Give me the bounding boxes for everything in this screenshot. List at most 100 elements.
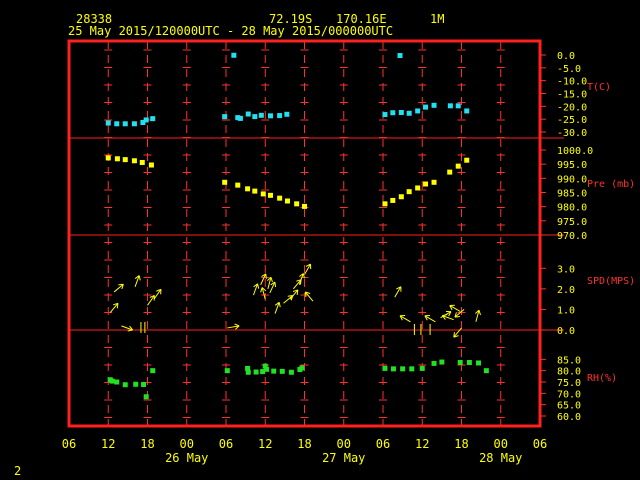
temperature-point — [423, 104, 429, 110]
plot-frame — [67, 39, 542, 428]
wind-arrowhead — [261, 287, 267, 292]
y-tick-label: 0.0 — [557, 326, 575, 337]
wind-arrowhead — [274, 301, 280, 306]
wind-arrowhead — [149, 295, 155, 298]
latitude: 72.19S — [269, 12, 313, 26]
y-tick-label: 85.0 — [557, 355, 581, 366]
temperature-point — [464, 108, 470, 114]
y-tick-label: -5.0 — [557, 64, 581, 75]
y-tick-label: 80.0 — [557, 367, 581, 378]
time-period: 25 May 2015/120000UTC - 28 May 2015/0000… — [68, 24, 394, 38]
y-tick-label: 985.0 — [557, 189, 587, 200]
temperature-point — [114, 121, 120, 127]
y-tick-label: 75.0 — [557, 378, 581, 389]
humidity-point — [122, 382, 128, 388]
pressure-point — [398, 194, 404, 200]
x-tick-label: 12 — [415, 437, 429, 451]
wind-vector — [424, 315, 436, 323]
x-tick-label: 18 — [454, 437, 468, 451]
temperature-point — [237, 115, 243, 121]
wind-arrowhead — [134, 275, 140, 279]
pressure-point — [122, 157, 128, 163]
y-tick-label: -30.0 — [557, 128, 587, 139]
wind-vector — [267, 277, 272, 289]
temperature-point — [455, 103, 461, 109]
panel-label-wind: SPD(MPS) — [587, 276, 635, 287]
wind-arrowhead — [296, 279, 302, 282]
station-id: 28338 — [76, 12, 113, 26]
humidity-point — [262, 363, 268, 369]
temperature-point — [140, 120, 146, 126]
wind-vector — [269, 281, 276, 294]
wind-vector — [153, 289, 162, 300]
temperature-point — [143, 117, 149, 123]
wind-arrowhead — [261, 273, 267, 277]
wind-arrowhead — [156, 288, 162, 292]
temperature-point — [252, 114, 258, 120]
x-tick-label: 00 — [337, 437, 351, 451]
temperature-point — [131, 121, 137, 127]
humidity-point — [253, 369, 259, 375]
humidity-point — [431, 360, 437, 366]
wind-vector — [289, 289, 299, 300]
humidity-point — [476, 360, 482, 366]
pressure-point — [131, 158, 137, 164]
wind-arrowhead — [127, 329, 133, 332]
wind-vector — [147, 295, 155, 306]
x-tick-label: 06 — [219, 437, 233, 451]
wind-vector — [298, 273, 304, 285]
y-tick-label: 2.0 — [557, 285, 575, 296]
x-tick-label: 06 — [533, 437, 547, 451]
y-tick-label: 65.0 — [557, 401, 581, 412]
x-tick-label: 06 — [376, 437, 390, 451]
wind-vector — [109, 303, 119, 313]
temperature-point — [284, 111, 290, 117]
y-tick-label: 70.0 — [557, 389, 581, 400]
x-day-label: 27 May — [322, 451, 365, 465]
temperature-point — [277, 113, 283, 119]
wind-arrowhead — [234, 323, 240, 327]
wind-vector — [442, 315, 454, 321]
page-number: 2 — [14, 464, 22, 478]
wind-arrowhead — [449, 305, 453, 311]
wind-vector — [394, 286, 402, 298]
temperature-point — [431, 102, 437, 108]
temperature-point — [245, 111, 251, 117]
wind-arrowhead — [478, 310, 481, 316]
x-tick-label: 00 — [494, 437, 508, 451]
wind-arrowhead — [424, 315, 428, 321]
temperature-point — [390, 110, 396, 116]
humidity-point — [245, 365, 251, 371]
x-day-label: 28 May — [479, 451, 522, 465]
pressure-point — [294, 201, 300, 207]
wind-vector — [449, 305, 461, 312]
temperature-point — [398, 109, 404, 115]
wind-vector — [134, 275, 140, 287]
humidity-point — [419, 365, 425, 371]
humidity-point — [109, 378, 115, 384]
wind-vector — [399, 315, 411, 323]
temperature-point — [231, 52, 237, 58]
wind-arrowhead — [442, 314, 448, 317]
longitude: 170.16E — [336, 12, 387, 26]
wind-vector — [453, 327, 462, 338]
y-tick-label: -15.0 — [557, 90, 587, 101]
humidity-point — [245, 369, 251, 375]
wind-arrowhead — [270, 277, 273, 283]
wind-arrowhead — [121, 284, 124, 290]
pressure-point — [222, 179, 228, 185]
wind-vector — [274, 302, 280, 314]
y-tick-label: 0.0 — [557, 51, 575, 62]
panel-label-humidity: RH(%) — [587, 373, 617, 384]
wind-arrowhead — [260, 287, 263, 293]
interval: 1M — [430, 12, 445, 26]
wind-arrowhead — [299, 273, 304, 277]
y-tick-label: -10.0 — [557, 77, 587, 88]
pressure-point — [423, 181, 429, 187]
x-tick-label: 12 — [101, 437, 115, 451]
wind-vector — [283, 295, 294, 304]
wind-arrowhead — [292, 289, 298, 292]
x-tick-label: 18 — [297, 437, 311, 451]
pressure-point — [148, 162, 154, 168]
wind-vector — [454, 309, 465, 318]
